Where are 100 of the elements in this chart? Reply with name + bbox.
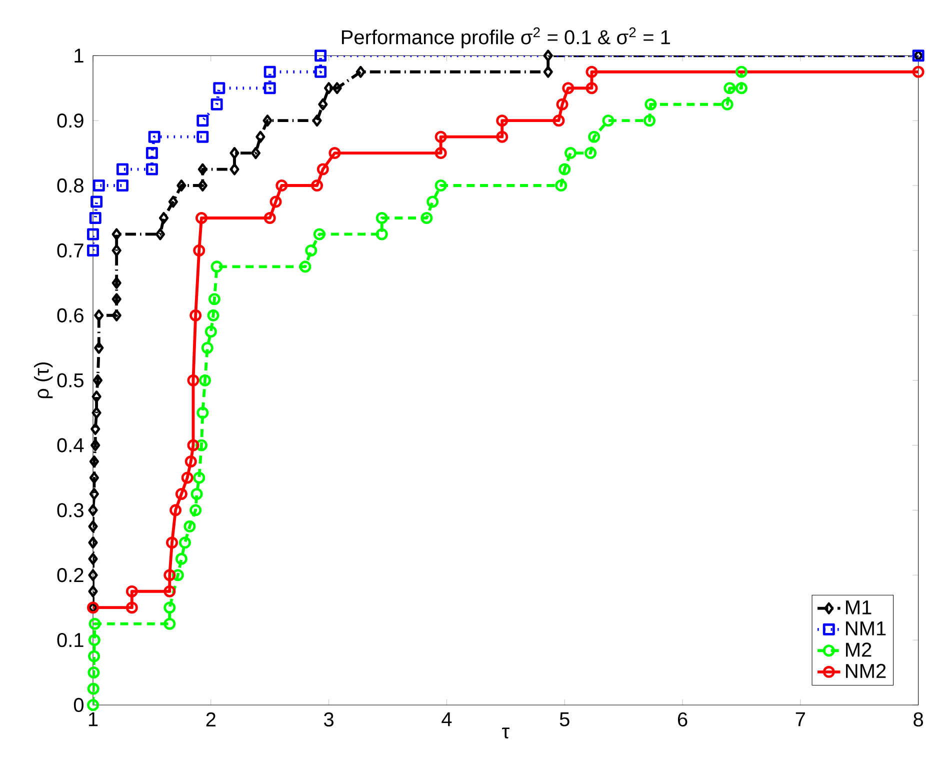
- point: [92, 180, 105, 192]
- point: [148, 130, 160, 143]
- point: [126, 585, 138, 598]
- y-tick-label: 0.6: [57, 308, 84, 322]
- y-axis-title: ρ (τ): [34, 362, 53, 398]
- point: [198, 163, 208, 176]
- point: [564, 147, 577, 160]
- point: [88, 569, 98, 582]
- y-tick-label: 0.8: [57, 178, 84, 193]
- point: [264, 66, 276, 78]
- point: [735, 66, 748, 78]
- point: [196, 114, 209, 127]
- point: [207, 309, 220, 322]
- point: [116, 163, 128, 176]
- x-tick-label: 8: [914, 712, 924, 727]
- x-tick-label: 4: [442, 712, 452, 726]
- point: [912, 66, 924, 78]
- point: [168, 196, 178, 208]
- point: [195, 212, 208, 224]
- point: [87, 244, 100, 256]
- point: [644, 114, 656, 127]
- point: [318, 98, 328, 110]
- point: [724, 82, 736, 94]
- point: [164, 585, 176, 598]
- point: [721, 98, 734, 110]
- point: [314, 66, 327, 78]
- point: [116, 180, 128, 192]
- point: [434, 147, 447, 160]
- point: [324, 82, 334, 94]
- point: [305, 244, 318, 256]
- point: [213, 82, 226, 94]
- point: [92, 406, 102, 419]
- point: [264, 82, 276, 94]
- point: [146, 163, 158, 176]
- point: [210, 260, 223, 273]
- point: [187, 374, 200, 386]
- point: [434, 180, 447, 192]
- point: [262, 114, 272, 127]
- point: [270, 196, 282, 208]
- point: [88, 552, 98, 565]
- point: [175, 552, 188, 565]
- point: [312, 114, 322, 127]
- point: [201, 342, 214, 354]
- point: [555, 180, 568, 192]
- point: [584, 147, 597, 160]
- point: [89, 472, 99, 484]
- legend-label: NM2: [846, 664, 886, 678]
- point: [112, 228, 122, 240]
- point: [558, 163, 571, 176]
- y-tick-label: 0.5: [57, 373, 84, 388]
- point: [88, 536, 98, 549]
- point: [155, 228, 166, 240]
- point: [87, 682, 100, 695]
- point: [187, 439, 200, 452]
- point: [88, 618, 101, 630]
- point: [556, 98, 568, 110]
- point: [190, 488, 203, 500]
- point: [181, 472, 194, 484]
- point: [88, 520, 98, 532]
- point: [426, 196, 439, 208]
- point: [90, 423, 100, 436]
- point: [184, 455, 197, 468]
- point: [190, 504, 202, 516]
- point: [112, 293, 122, 306]
- point: [356, 66, 366, 78]
- point: [376, 228, 388, 240]
- point: [126, 602, 138, 614]
- y-tick-label: 0.9: [57, 114, 84, 128]
- point: [158, 212, 169, 224]
- legend-label: NM1: [846, 622, 886, 636]
- chart-title: Performance profile σ$^{2}$ = 0.1 & σ$^{2}$ = 1: [342, 27, 670, 48]
- point: [256, 130, 266, 143]
- point: [420, 212, 433, 224]
- point: [195, 439, 208, 452]
- point: [602, 114, 614, 127]
- y-tick-label: 0.3: [57, 503, 84, 518]
- point: [208, 293, 220, 306]
- y-tick-label: 0: [74, 698, 84, 712]
- y-tick-label: 0.4: [57, 438, 84, 452]
- point: [146, 147, 158, 160]
- point: [89, 212, 102, 224]
- point: [230, 163, 240, 176]
- point: [88, 650, 100, 662]
- point: [434, 130, 447, 143]
- point: [199, 374, 212, 386]
- y-tick-label: 0.2: [57, 568, 84, 582]
- point: [92, 374, 103, 386]
- x-tick-label: 6: [678, 712, 688, 727]
- point: [184, 520, 196, 532]
- point: [190, 309, 202, 322]
- point: [552, 114, 565, 127]
- point: [311, 180, 324, 192]
- point: [313, 228, 326, 240]
- point: [496, 114, 508, 127]
- y-tick-label: 0.7: [57, 243, 84, 258]
- point: [314, 50, 327, 62]
- point: [196, 406, 209, 419]
- point: [176, 180, 186, 192]
- point: [264, 212, 276, 224]
- legend-label: M1: [846, 600, 872, 614]
